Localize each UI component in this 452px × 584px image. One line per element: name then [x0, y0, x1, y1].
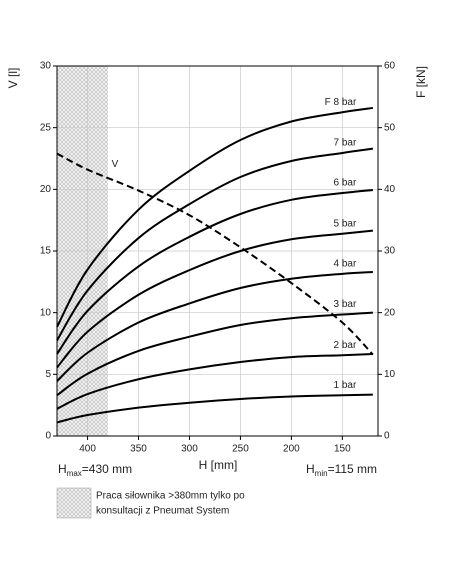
series-label: 1 bar: [334, 380, 357, 391]
series-label: 7 bar: [334, 138, 357, 149]
y2-tick-label: 10: [384, 369, 396, 380]
hmax-rest: =430 mm: [82, 462, 132, 476]
y-tick-label: 5: [45, 369, 51, 380]
hmin-base: H: [306, 462, 315, 476]
y2-tick-label: 40: [384, 184, 396, 195]
hmax-base: H: [58, 462, 67, 476]
series-label: 5 bar: [334, 218, 357, 229]
note-line: konsultacji z Pneumat System: [96, 506, 229, 517]
x-tick-label: 300: [181, 444, 198, 455]
series-label: F 8 bar: [325, 97, 357, 108]
series-label: 6 bar: [334, 178, 357, 189]
series-line: [56, 352, 373, 410]
y-tick-label: 0: [45, 431, 51, 442]
y-tick-label: 15: [40, 246, 52, 257]
series-line: [56, 311, 373, 397]
series-line: [56, 270, 373, 382]
hmin-rest: =115 mm: [328, 462, 377, 476]
x-tick-label: 350: [130, 444, 147, 455]
series-line: [56, 393, 373, 424]
hmax-label: Hmax=430 mm: [58, 462, 132, 478]
y-tick-label: 20: [40, 184, 52, 195]
series-label: V: [112, 159, 119, 170]
note-line: Praca siłownika >380mm tylko po: [96, 491, 245, 502]
series-line: [56, 152, 374, 356]
x-axis-label: H [mm]: [199, 458, 238, 472]
x-tick-label: 250: [232, 444, 249, 455]
x-tick-label: 400: [79, 444, 96, 455]
hmin-sub: min: [315, 469, 328, 478]
y-tick-label: 30: [40, 61, 52, 72]
x-tick-label: 200: [283, 444, 300, 455]
plot-frame: [56, 65, 379, 437]
y2-tick-label: 50: [384, 122, 396, 133]
x-tick-label: 150: [334, 444, 351, 455]
y-axis-label: V [l]: [6, 68, 20, 89]
series-line: [56, 147, 374, 341]
y2-tick-label: 60: [384, 61, 396, 72]
y-tick-label: 25: [40, 122, 52, 133]
series-label: 3 bar: [334, 299, 357, 310]
y2-tick-label: 20: [384, 307, 396, 318]
y2-tick-label: 0: [384, 431, 390, 442]
series-line: [56, 188, 374, 355]
series-line: [56, 106, 374, 328]
series-label: 2 bar: [334, 340, 357, 351]
hmin-label: Hmin=115 mm: [306, 462, 377, 478]
note-swatch: [56, 487, 92, 519]
y2-axis-label: F [kN]: [414, 66, 428, 98]
series-line: [56, 229, 374, 369]
y-tick-label: 10: [40, 307, 52, 318]
hmax-sub: max: [67, 469, 82, 478]
y2-tick-label: 30: [384, 246, 396, 257]
series-label: 4 bar: [334, 258, 357, 269]
